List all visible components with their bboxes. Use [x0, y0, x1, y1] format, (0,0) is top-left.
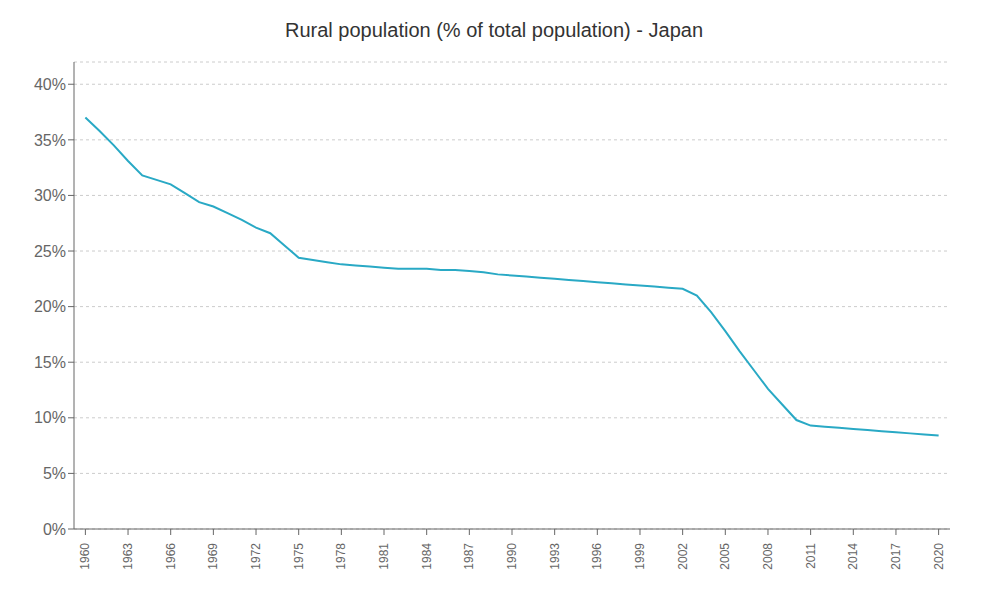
svg-text:1984: 1984	[420, 543, 434, 570]
svg-text:1972: 1972	[249, 543, 263, 570]
svg-text:1990: 1990	[505, 543, 519, 570]
svg-text:1978: 1978	[334, 543, 348, 570]
svg-text:1960: 1960	[78, 543, 92, 570]
svg-text:2008: 2008	[761, 543, 775, 570]
svg-text:2017: 2017	[889, 543, 903, 570]
svg-text:1996: 1996	[590, 543, 604, 570]
svg-text:1993: 1993	[548, 543, 562, 570]
svg-text:20%: 20%	[34, 298, 66, 315]
svg-text:2011: 2011	[804, 543, 818, 569]
svg-text:25%: 25%	[34, 243, 66, 260]
svg-text:2002: 2002	[676, 543, 690, 570]
svg-text:15%: 15%	[34, 354, 66, 371]
svg-text:2005: 2005	[718, 543, 732, 570]
svg-text:35%: 35%	[34, 132, 66, 149]
svg-text:0%: 0%	[43, 521, 66, 538]
svg-text:1975: 1975	[292, 543, 306, 570]
svg-text:40%: 40%	[34, 76, 66, 93]
svg-text:30%: 30%	[34, 187, 66, 204]
svg-text:2020: 2020	[932, 543, 946, 570]
svg-text:1999: 1999	[633, 543, 647, 570]
svg-text:1981: 1981	[377, 543, 391, 570]
svg-text:1969: 1969	[206, 543, 220, 570]
svg-text:1963: 1963	[121, 543, 135, 570]
svg-text:1987: 1987	[462, 543, 476, 570]
svg-text:1966: 1966	[164, 543, 178, 570]
svg-text:5%: 5%	[43, 465, 66, 482]
svg-text:2014: 2014	[846, 543, 860, 570]
html-text:Rural population (% of total p: Rural population (% of total population)…	[285, 19, 703, 41]
svg-text:10%: 10%	[34, 409, 66, 426]
